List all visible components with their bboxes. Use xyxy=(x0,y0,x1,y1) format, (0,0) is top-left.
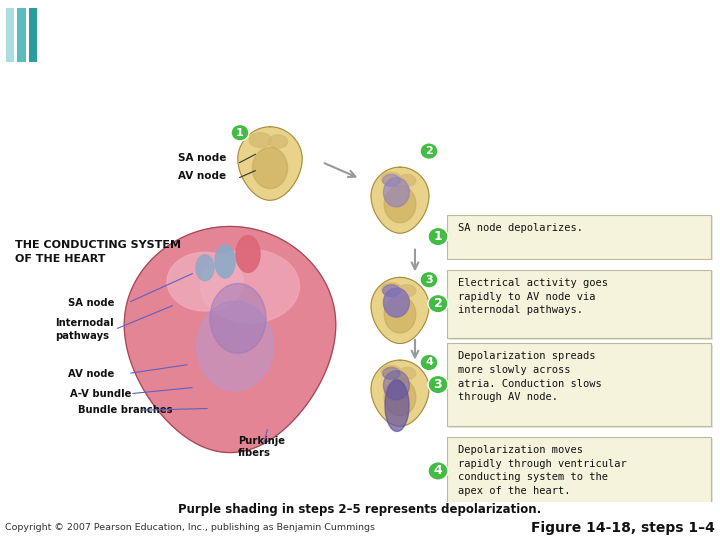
Text: 2: 2 xyxy=(425,146,433,156)
Polygon shape xyxy=(382,283,402,296)
Text: AV node: AV node xyxy=(68,368,114,379)
Circle shape xyxy=(231,124,249,141)
Polygon shape xyxy=(269,135,287,148)
Text: 2: 2 xyxy=(433,297,442,310)
Text: SA node: SA node xyxy=(68,298,114,308)
Polygon shape xyxy=(383,174,400,186)
Text: Purkinje
fibers: Purkinje fibers xyxy=(238,436,285,458)
Polygon shape xyxy=(384,186,416,222)
Text: Electrical activity goes
rapidly to AV node via
internodal pathways.: Electrical activity goes rapidly to AV n… xyxy=(458,278,608,315)
Polygon shape xyxy=(197,301,274,391)
Text: Figure 14-18, steps 1–4: Figure 14-18, steps 1–4 xyxy=(531,521,715,535)
Polygon shape xyxy=(382,366,402,379)
Text: A-V bundle: A-V bundle xyxy=(70,389,131,399)
Text: Internodal
pathways: Internodal pathways xyxy=(55,318,114,341)
Text: THE CONDUCTING SYSTEM
OF THE HEART: THE CONDUCTING SYSTEM OF THE HEART xyxy=(15,240,181,264)
Text: Depolarization spreads
more slowly across
atria. Conduction slows
through AV nod: Depolarization spreads more slowly acros… xyxy=(458,352,602,402)
FancyBboxPatch shape xyxy=(447,437,711,505)
FancyBboxPatch shape xyxy=(447,343,711,426)
Polygon shape xyxy=(399,285,416,296)
Polygon shape xyxy=(384,178,410,207)
Text: Purple shading in steps 2–5 represents depolarization.: Purple shading in steps 2–5 represents d… xyxy=(179,503,541,516)
Polygon shape xyxy=(371,360,429,426)
Text: 4: 4 xyxy=(425,357,433,368)
Polygon shape xyxy=(384,371,410,400)
Text: Bundle branches: Bundle branches xyxy=(78,406,173,415)
Polygon shape xyxy=(384,296,416,333)
Text: 1: 1 xyxy=(236,127,244,138)
Text: Copyright © 2007 Pearson Education, Inc., publishing as Benjamin Cummings: Copyright © 2007 Pearson Education, Inc.… xyxy=(5,523,375,532)
FancyBboxPatch shape xyxy=(449,272,713,340)
Polygon shape xyxy=(384,288,410,317)
Polygon shape xyxy=(399,174,416,186)
Circle shape xyxy=(420,354,438,371)
Circle shape xyxy=(428,462,448,480)
Polygon shape xyxy=(253,147,287,188)
Polygon shape xyxy=(201,249,300,323)
FancyBboxPatch shape xyxy=(447,214,711,259)
Circle shape xyxy=(428,375,448,394)
Polygon shape xyxy=(382,172,402,186)
Text: 1: 1 xyxy=(433,230,442,243)
Polygon shape xyxy=(167,252,243,311)
Polygon shape xyxy=(125,226,336,453)
Circle shape xyxy=(428,294,448,313)
Text: AV node: AV node xyxy=(178,171,226,181)
Bar xyxy=(29,9,37,62)
Circle shape xyxy=(428,227,448,246)
Polygon shape xyxy=(238,127,302,200)
Bar xyxy=(6,9,14,62)
Circle shape xyxy=(420,272,438,288)
Polygon shape xyxy=(249,133,271,147)
Text: Depolarization moves
rapidly through ventricular
conducting system to the
apex o: Depolarization moves rapidly through ven… xyxy=(458,445,626,496)
Polygon shape xyxy=(384,379,416,416)
Polygon shape xyxy=(371,167,429,233)
Text: 3: 3 xyxy=(426,275,433,285)
Text: 4: 4 xyxy=(433,464,442,477)
Text: SA node depolarizes.: SA node depolarizes. xyxy=(458,223,583,233)
FancyBboxPatch shape xyxy=(449,217,713,260)
Polygon shape xyxy=(399,367,416,379)
Text: SA node: SA node xyxy=(178,152,226,163)
FancyBboxPatch shape xyxy=(449,345,713,428)
Text: 3: 3 xyxy=(433,378,442,391)
Polygon shape xyxy=(215,245,235,278)
Polygon shape xyxy=(385,380,409,431)
FancyBboxPatch shape xyxy=(449,439,713,507)
Circle shape xyxy=(420,143,438,159)
Bar xyxy=(17,9,26,62)
Polygon shape xyxy=(210,284,266,353)
Polygon shape xyxy=(371,278,429,343)
Polygon shape xyxy=(383,285,400,296)
FancyBboxPatch shape xyxy=(447,269,711,338)
Text: Electrical Conduction in Heart: Electrical Conduction in Heart xyxy=(49,24,518,52)
Polygon shape xyxy=(196,255,214,281)
Polygon shape xyxy=(383,367,400,379)
Polygon shape xyxy=(236,235,260,272)
